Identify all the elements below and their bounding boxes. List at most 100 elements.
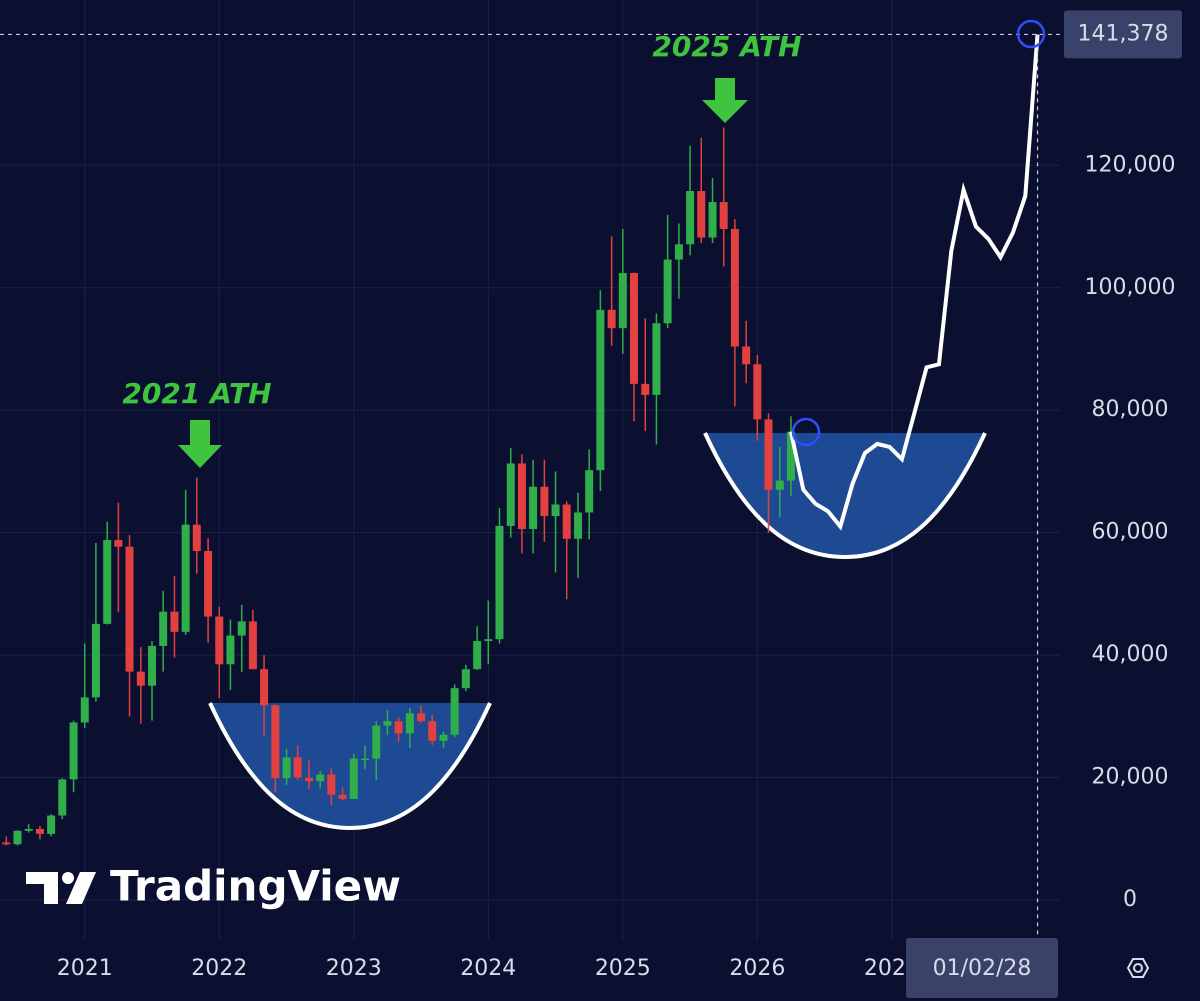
marker-circle — [1016, 19, 1046, 49]
arrow — [702, 78, 748, 123]
candle-body — [13, 830, 22, 845]
candle-body — [629, 273, 638, 384]
candle-body — [506, 463, 515, 526]
candle-body — [136, 671, 145, 686]
candle-body — [495, 525, 504, 640]
candle-body — [596, 309, 605, 471]
candle-body — [618, 273, 627, 329]
candle-body — [383, 721, 392, 726]
marks — [0, 33, 1062, 938]
candle-body — [585, 470, 594, 513]
candle-body — [58, 779, 67, 816]
candle-body — [450, 688, 459, 735]
candle-body — [338, 794, 347, 799]
x-tick-label: 2021 — [57, 956, 113, 981]
candle-body — [125, 546, 134, 672]
candle-body — [652, 323, 661, 395]
candle-body — [663, 259, 672, 324]
candle-body — [742, 346, 751, 365]
x-tick-label: 2023 — [326, 956, 382, 981]
crosshair-label-box — [906, 938, 1058, 998]
candle-body — [170, 611, 179, 632]
candle-body — [484, 639, 493, 642]
candle-body — [260, 669, 269, 706]
candle-body — [47, 815, 56, 834]
candle-body — [35, 828, 44, 834]
candle-body — [192, 524, 201, 552]
settings-shape[interactable] — [1133, 963, 1143, 973]
annotation: 2025 ATH — [652, 30, 801, 63]
candle-body — [473, 641, 482, 670]
marker-circle — [791, 417, 821, 447]
candle-body — [215, 616, 224, 665]
watermark: TradingView — [110, 862, 401, 911]
logo-shape — [26, 872, 58, 904]
y-tick-label: 40,000 — [1092, 642, 1169, 667]
candle-body — [674, 244, 683, 260]
candle-body — [719, 202, 728, 229]
candle-body — [304, 777, 313, 782]
candle-body — [327, 774, 336, 795]
candle-body — [417, 713, 426, 722]
candle-body — [349, 758, 358, 799]
y-tick-label: 20,000 — [1092, 765, 1169, 790]
x-tick-label: 2022 — [191, 956, 247, 981]
candle-body — [248, 621, 257, 670]
candle-body — [517, 463, 526, 529]
candle-body — [148, 645, 157, 686]
x-tick-label: 2026 — [729, 956, 785, 981]
candle-body — [237, 621, 246, 636]
candle-body — [697, 191, 706, 238]
candle-body — [439, 734, 448, 741]
candle-body — [271, 705, 280, 779]
price-label: 141,378 — [1078, 21, 1169, 46]
candle-body — [394, 721, 403, 734]
watermark-logo — [26, 872, 96, 904]
candle-body — [103, 540, 112, 624]
logo-shape — [66, 872, 96, 904]
settings-shape[interactable] — [1126, 958, 1150, 978]
arrow — [178, 420, 222, 468]
candle-body — [730, 228, 739, 347]
candle-body — [428, 721, 437, 741]
cup-curve — [208, 702, 492, 831]
x-tick-label: 2025 — [595, 956, 651, 981]
logo-shape — [62, 872, 74, 884]
candle-body — [69, 722, 78, 780]
candle-body — [786, 431, 795, 481]
candle-body — [461, 669, 470, 689]
annotation: 2021 ATH — [122, 377, 271, 410]
candle-body — [641, 383, 650, 395]
candle-body — [540, 486, 549, 517]
candle-body — [181, 524, 190, 632]
settings-icon[interactable] — [1126, 958, 1150, 978]
candle-body — [80, 697, 89, 723]
candle-body — [529, 486, 538, 529]
candle-body — [607, 309, 616, 329]
candle-body — [360, 758, 369, 761]
candle-body — [114, 540, 123, 547]
candle-body — [562, 504, 571, 539]
candle-body — [686, 191, 695, 245]
candle-body — [293, 757, 302, 778]
candle-body — [753, 364, 762, 420]
candle-body — [226, 635, 235, 665]
candle-body — [372, 725, 381, 759]
price-label-box — [1064, 10, 1182, 59]
cup-curve — [703, 432, 987, 560]
candle-body — [316, 774, 325, 782]
candle-body — [282, 757, 291, 779]
candle-body — [775, 480, 784, 490]
candle-body — [159, 611, 168, 646]
candle-body — [764, 419, 773, 490]
candle-body — [91, 623, 100, 698]
y-tick-label: 60,000 — [1092, 520, 1169, 545]
candle-body — [405, 713, 414, 734]
y-tick-label: 120,000 — [1085, 152, 1176, 177]
cup-fill — [705, 433, 985, 557]
candle-body — [551, 504, 560, 517]
candle-body — [2, 842, 11, 845]
y-tick-label: 0 — [1123, 887, 1137, 912]
